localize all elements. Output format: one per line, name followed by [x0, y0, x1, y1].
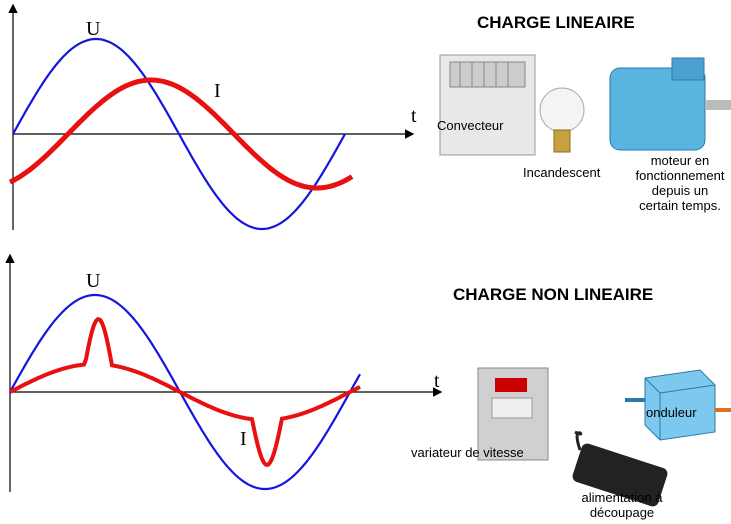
voltage-curve: [12, 37, 346, 231]
current-label: I: [214, 80, 221, 102]
motor-icon: [609, 57, 731, 151]
label-line: fonctionnement: [635, 168, 725, 183]
device-label: Convecteur: [437, 118, 504, 133]
device-label: moteur en fonctionnement depuis un certain …: [636, 153, 725, 213]
convector-icon: [439, 54, 536, 156]
time-label: t: [411, 105, 417, 127]
label-line: depuis un: [651, 183, 709, 198]
voltage-label: U: [86, 18, 101, 40]
device-label: variateur de vitesse: [411, 445, 524, 460]
device-label: onduleur: [646, 405, 697, 420]
voltage-label: U: [86, 270, 101, 292]
current-curve: [9, 316, 361, 467]
section-title: CHARGE LINEAIRE: [477, 13, 635, 32]
label-line: découpage: [589, 505, 655, 520]
section-title: CHARGE NON LINEAIRE: [453, 285, 654, 304]
voltage-curve: [9, 293, 361, 491]
drive-icon: [477, 367, 549, 461]
label-line: alimentation à: [581, 490, 663, 505]
time-label: t: [434, 370, 440, 392]
charger-icon: [572, 430, 668, 507]
bulb-icon: [539, 87, 585, 153]
ups-icon: [625, 369, 731, 441]
device-label: alimentation à découpage: [582, 490, 663, 520]
device-label: Incandescent: [523, 165, 601, 180]
label-line: certain temps.: [639, 198, 721, 213]
current-curve: [8, 77, 354, 191]
current-label: I: [240, 428, 247, 450]
label-line: moteur en: [650, 153, 710, 168]
axes: [5, 3, 443, 492]
